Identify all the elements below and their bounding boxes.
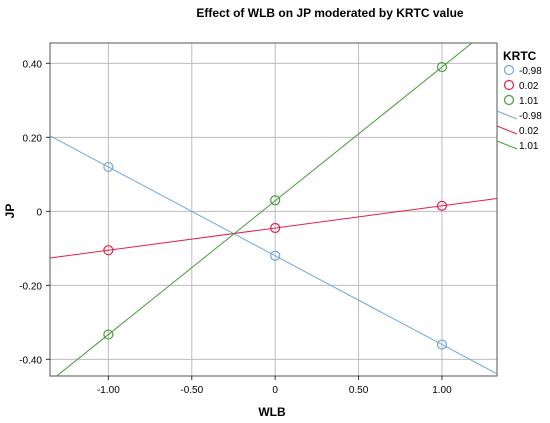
x-axis-label: WLB	[258, 405, 286, 419]
gridlines	[50, 43, 497, 376]
x-tick-label: -1.00	[97, 385, 120, 396]
data-point	[103, 161, 114, 173]
axis-ticks: -1.00 -0.50 0 0.50 1.00 0.40 0.20 0 -0.20 -0.40	[19, 59, 452, 396]
legend-label: 1.01	[519, 96, 539, 107]
legend-title: KRTC	[503, 49, 537, 63]
x-tick-label: -0.50	[180, 385, 203, 396]
y-axis-label: JP	[3, 204, 17, 219]
legend-label: 0.02	[519, 126, 539, 137]
series-line	[50, 135, 497, 375]
y-tick-label: -0.20	[19, 281, 42, 292]
legend-label: 0.02	[519, 81, 539, 92]
legend-line	[496, 110, 518, 120]
data-point	[103, 245, 114, 256]
legend-marker	[503, 79, 515, 91]
data-point	[436, 200, 448, 211]
data-point	[270, 195, 281, 206]
x-tick-label: 0	[272, 385, 278, 396]
data-point	[270, 222, 281, 234]
series-line	[55, 43, 473, 376]
legend-label: -0.98	[519, 66, 542, 77]
legend-label: 1.01	[519, 141, 539, 152]
y-tick-label: 0.40	[23, 59, 43, 70]
data-point	[103, 329, 114, 340]
data-point	[436, 339, 448, 350]
chart-title: Effect of WLB on JP moderated by KRTC va…	[196, 6, 463, 20]
legend-marker	[503, 94, 515, 106]
legend-marker	[503, 64, 515, 76]
legend-line	[496, 140, 518, 150]
x-tick-label: 1.00	[432, 385, 452, 396]
data-point	[436, 61, 448, 73]
y-tick-label: 0	[36, 207, 42, 218]
legend-label: -0.98	[519, 111, 542, 122]
y-tick-label: -0.40	[19, 355, 42, 366]
series-line	[50, 197, 497, 259]
x-tick-label: 0.50	[349, 385, 369, 396]
legend-line	[496, 125, 518, 135]
y-tick-label: 0.20	[23, 133, 43, 144]
plot-area	[49, 42, 498, 377]
legend: KRTC -0.98 0.02 1.01 -0.98 0.02 1.01	[496, 49, 542, 152]
series-group	[50, 43, 497, 376]
data-point	[270, 250, 281, 261]
